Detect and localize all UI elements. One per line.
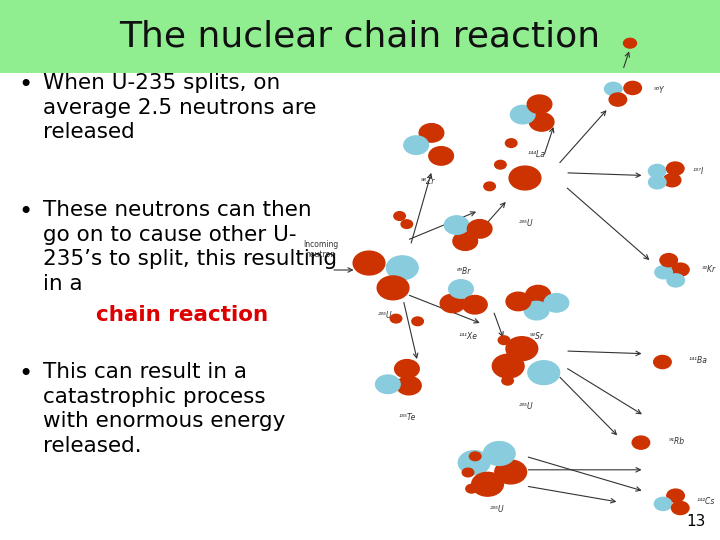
- Text: 13: 13: [686, 514, 706, 529]
- Circle shape: [624, 38, 636, 48]
- Circle shape: [483, 442, 515, 465]
- Circle shape: [466, 484, 477, 493]
- Circle shape: [495, 460, 526, 484]
- Circle shape: [526, 286, 551, 304]
- Circle shape: [387, 256, 418, 280]
- Circle shape: [397, 376, 421, 395]
- Text: •: •: [18, 73, 32, 97]
- Circle shape: [401, 220, 413, 228]
- Circle shape: [649, 176, 666, 189]
- Circle shape: [467, 220, 492, 238]
- Text: ⁹²Sr: ⁹²Sr: [529, 332, 544, 341]
- Circle shape: [376, 375, 400, 394]
- Circle shape: [632, 436, 649, 449]
- FancyBboxPatch shape: [0, 0, 720, 73]
- Circle shape: [655, 266, 672, 279]
- Circle shape: [484, 182, 495, 191]
- Text: in a: in a: [43, 305, 90, 325]
- Circle shape: [505, 139, 517, 147]
- Text: ⁸⁹Br: ⁸⁹Br: [457, 267, 472, 276]
- Circle shape: [649, 164, 666, 178]
- Circle shape: [429, 147, 454, 165]
- Circle shape: [449, 280, 473, 298]
- Circle shape: [624, 82, 642, 94]
- Circle shape: [462, 468, 474, 477]
- Circle shape: [528, 361, 559, 384]
- Text: Incoming
neutron: Incoming neutron: [303, 240, 338, 259]
- Circle shape: [654, 355, 671, 369]
- Circle shape: [672, 502, 689, 515]
- Text: When U-235 splits, on
average 2.5 neutrons are
released: When U-235 splits, on average 2.5 neutro…: [43, 73, 317, 143]
- Text: The nuclear chain reaction: The nuclear chain reaction: [120, 19, 600, 53]
- Circle shape: [459, 451, 490, 475]
- Circle shape: [524, 301, 549, 320]
- Circle shape: [440, 294, 465, 313]
- Circle shape: [506, 337, 538, 361]
- Text: ¹³⁵Te: ¹³⁵Te: [398, 413, 415, 422]
- Circle shape: [544, 294, 569, 312]
- Circle shape: [667, 274, 685, 287]
- Text: ⁹¹Rb: ⁹¹Rb: [669, 437, 685, 447]
- Circle shape: [510, 105, 535, 124]
- Circle shape: [506, 292, 531, 310]
- Circle shape: [390, 314, 402, 323]
- Circle shape: [605, 82, 622, 96]
- Circle shape: [609, 93, 626, 106]
- Text: •: •: [18, 362, 32, 386]
- Text: ²³⁵U: ²³⁵U: [518, 402, 533, 411]
- Text: ¹³⁷I: ¹³⁷I: [693, 167, 704, 177]
- Circle shape: [444, 216, 469, 234]
- Text: ²³⁵U: ²³⁵U: [518, 219, 533, 228]
- Text: ¹⁴¹Ba: ¹⁴¹Ba: [689, 356, 708, 366]
- Text: These neutrons can then
go on to cause other U-
235’s to split, this resulting
i: These neutrons can then go on to cause o…: [43, 200, 338, 294]
- Text: ⁹⁶Y: ⁹⁶Y: [654, 86, 664, 96]
- Circle shape: [509, 166, 541, 190]
- Circle shape: [469, 452, 481, 461]
- Circle shape: [502, 376, 513, 385]
- Text: ¹⁴¹Xe: ¹⁴¹Xe: [459, 332, 477, 341]
- Circle shape: [667, 162, 684, 175]
- Circle shape: [495, 357, 506, 366]
- Text: ¹⁴²Cs: ¹⁴²Cs: [696, 497, 715, 506]
- Circle shape: [412, 317, 423, 326]
- Text: chain reaction: chain reaction: [96, 305, 268, 325]
- Circle shape: [529, 113, 554, 131]
- Circle shape: [472, 472, 503, 496]
- Text: ³²Kr: ³²Kr: [702, 265, 716, 274]
- Circle shape: [404, 136, 428, 154]
- Circle shape: [667, 489, 684, 502]
- Circle shape: [527, 95, 552, 113]
- Circle shape: [495, 160, 506, 169]
- Circle shape: [394, 212, 405, 220]
- Circle shape: [377, 276, 409, 300]
- Text: •: •: [18, 200, 32, 224]
- Circle shape: [453, 232, 477, 251]
- Text: This can result in a
catastrophic process
with enormous energy
released.: This can result in a catastrophic proces…: [43, 362, 286, 456]
- Circle shape: [353, 251, 385, 275]
- Circle shape: [419, 124, 444, 142]
- Text: ¹⁴⁴La: ¹⁴⁴La: [528, 150, 545, 159]
- Circle shape: [395, 360, 419, 378]
- Circle shape: [660, 254, 678, 267]
- Circle shape: [663, 174, 681, 187]
- Circle shape: [654, 497, 672, 510]
- Text: ²³⁵U: ²³⁵U: [490, 505, 504, 514]
- Circle shape: [492, 354, 524, 378]
- Text: ²³⁵U: ²³⁵U: [378, 310, 392, 320]
- Circle shape: [498, 336, 510, 345]
- Text: ⁹⁸Zr: ⁹⁸Zr: [421, 177, 436, 186]
- Circle shape: [672, 263, 689, 276]
- Circle shape: [462, 295, 487, 314]
